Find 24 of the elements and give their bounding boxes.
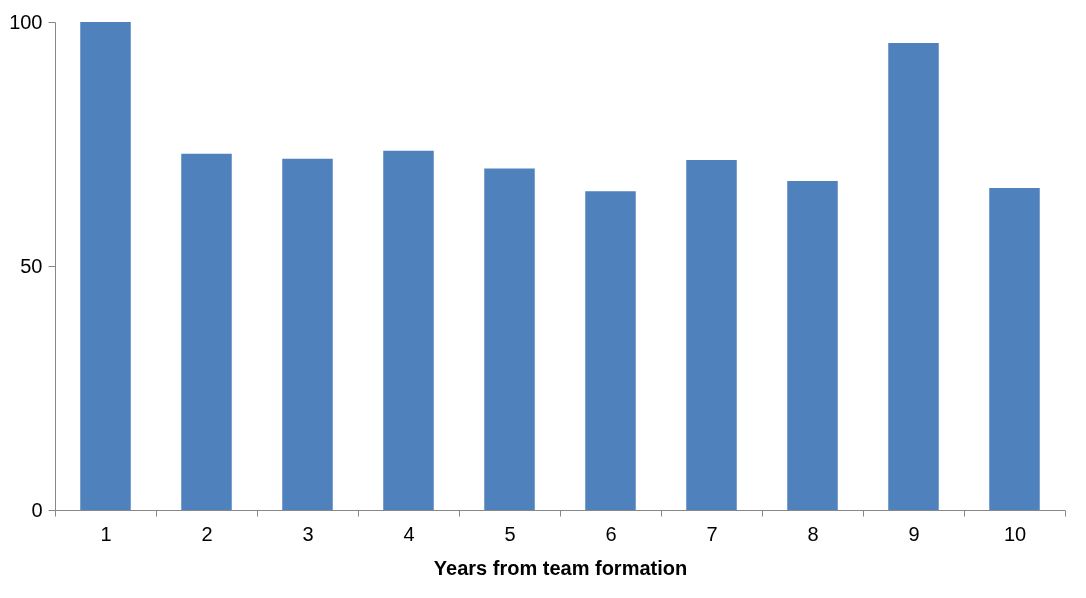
x-tick-label: 7 [706, 522, 718, 545]
y-tick-label: 100 [9, 10, 43, 33]
x-tick-label: 6 [605, 522, 617, 545]
x-tick-label: 4 [403, 522, 415, 545]
bar [282, 158, 333, 510]
x-tick-label: 10 [1003, 522, 1027, 545]
x-tick-label: 5 [504, 522, 516, 545]
y-tick-label: 50 [20, 254, 43, 277]
bar [484, 168, 535, 510]
bar [787, 181, 838, 510]
bar [888, 42, 939, 510]
bar [686, 160, 737, 510]
bar [585, 191, 636, 510]
bar [181, 153, 232, 510]
bar [989, 187, 1040, 510]
x-axis-title: Years from team formation [433, 556, 688, 579]
x-tick-label: 3 [302, 522, 314, 545]
bar [383, 150, 434, 510]
y-tick-label: 0 [31, 498, 43, 521]
x-tick-label: 9 [908, 522, 920, 545]
bar [80, 22, 131, 510]
x-tick-label: 2 [201, 522, 213, 545]
x-tick-label: 1 [100, 522, 112, 545]
x-tick-label: 8 [807, 522, 819, 545]
